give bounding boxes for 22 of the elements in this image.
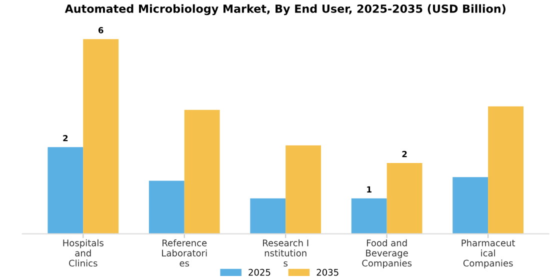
x-tick-label: Hospitals and Clinics [63, 239, 104, 267]
data-label: 2 [402, 150, 407, 158]
chart-title: Automated Microbiology Market, By End User, 2025-2035 (USD Billion) [64, 4, 506, 16]
data-label: 1 [367, 186, 372, 193]
bar [83, 39, 119, 234]
legend-label: 2025 [248, 268, 270, 276]
legend-label: 2035 [316, 268, 338, 276]
x-tick-label: Research I nstitution s [263, 239, 308, 267]
bar [48, 147, 84, 234]
bar [184, 110, 220, 234]
data-label: 6 [98, 27, 104, 34]
x-tick-label: Reference Laboratori es [162, 239, 207, 267]
x-tick-label: Pharmaceut ical Companies [462, 239, 516, 268]
bar [286, 145, 322, 234]
bar [351, 198, 387, 234]
bar [488, 106, 524, 234]
bar [452, 177, 488, 234]
x-tick-label: Food and Beverage Companies [362, 239, 412, 268]
bar [250, 198, 286, 234]
bar [386, 163, 422, 234]
bar [148, 180, 184, 234]
data-label: 2 [63, 135, 68, 142]
